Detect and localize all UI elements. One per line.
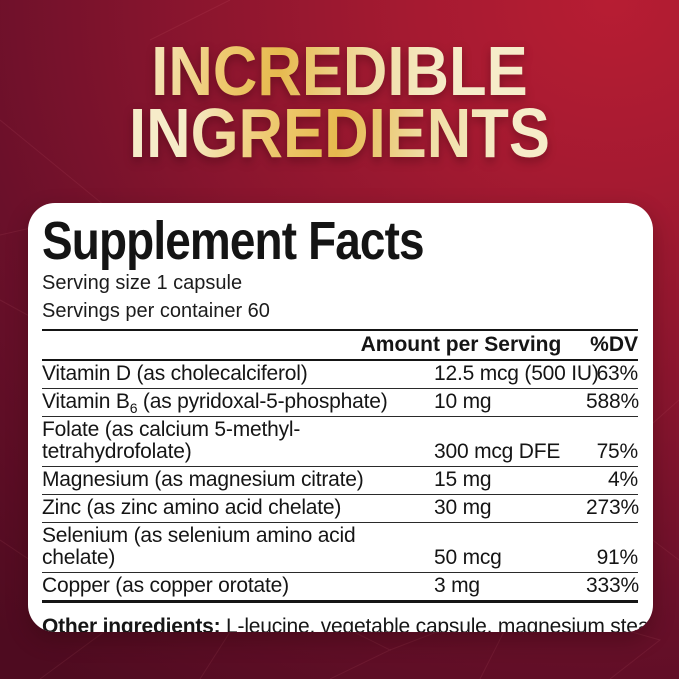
serving-size: Serving size 1 capsule (42, 272, 243, 294)
table-row-selenium: Selenium (as selenium amino acid chelate… (42, 523, 638, 573)
table-row-copper: Copper (as copper orotate) 3 mg 333% (42, 573, 639, 603)
nutrient-name: Magnesium (as magnesium citrate) (42, 468, 364, 491)
nutrient-name: Vitamin D (as cholecalciferol) (42, 362, 308, 385)
other-ingredients: Other ingredients: L-leucine, vegetable … (42, 603, 653, 632)
nutrient-dv: 588% (586, 390, 639, 413)
nutrient-dv: 333% (586, 574, 639, 597)
supplement-facts-panel: Supplement Facts Serving size 1 capsule … (28, 203, 653, 632)
nutrient-dv: 4% (608, 468, 638, 491)
nutrient-name: Folate (as calcium 5-methyl- tetrahydrof… (42, 418, 301, 463)
page-title: INCREDIBLE INGREDIENTS (0, 36, 679, 168)
nutrient-dv: 91% (596, 546, 639, 569)
nutrient-dv: 273% (586, 496, 639, 519)
facts-heading: Supplement Facts (42, 211, 425, 271)
table-row-folate: Folate (as calcium 5-methyl- tetrahydrof… (42, 417, 638, 467)
nutrient-name-suffix: (as pyridoxal-5-phosphate) (137, 390, 388, 413)
nutrient-amount: 50 mcg (434, 546, 502, 569)
other-ingredients-text: L-leucine, vegetable capsule, magnesium … (220, 615, 653, 632)
nutrient-amount: 10 mg (434, 390, 492, 413)
nutrient-amount: 300 mcg DFE (434, 440, 561, 463)
table-row-vitamin-b6: Vitamin B6 (as pyridoxal-5-phosphate) 10… (42, 389, 639, 417)
nutrient-name: Copper (as copper orotate) (42, 574, 289, 597)
nutrient-dv: 75% (596, 440, 639, 463)
nutrient-amount: 3 mg (434, 574, 480, 597)
nutrient-amount: 30 mg (434, 496, 492, 519)
table-row-magnesium: Magnesium (as magnesium citrate) 15 mg 4… (42, 467, 638, 495)
table-row-zinc: Zinc (as zinc amino acid chelate) 30 mg … (42, 495, 639, 523)
facts-table-header: Amount per Serving %DV (42, 329, 638, 361)
title-line-1: INCREDIBLE (41, 36, 639, 106)
nutrient-amount: 15 mg (434, 468, 492, 491)
nutrient-name: Vitamin B (42, 390, 130, 413)
servings-per-container: Servings per container 60 (42, 300, 270, 322)
nutrient-name: Selenium (as selenium amino acid chelate… (42, 524, 356, 569)
nutrient-amount: 12.5 mcg (500 IU) (434, 362, 599, 385)
nutrient-name-subscript: 6 (129, 400, 138, 416)
nutrient-name: Zinc (as zinc amino acid chelate) (42, 496, 342, 519)
nutrient-dv: 63% (596, 362, 639, 385)
other-ingredients-label: Other ingredients: (42, 615, 221, 632)
table-row-vitamin-d: Vitamin D (as cholecalciferol) 12.5 mcg … (42, 361, 638, 389)
column-header-amount: Amount per Serving (360, 333, 562, 356)
column-header-dv: %DV (590, 333, 638, 356)
title-line-2: INGREDIENTS (41, 98, 639, 168)
